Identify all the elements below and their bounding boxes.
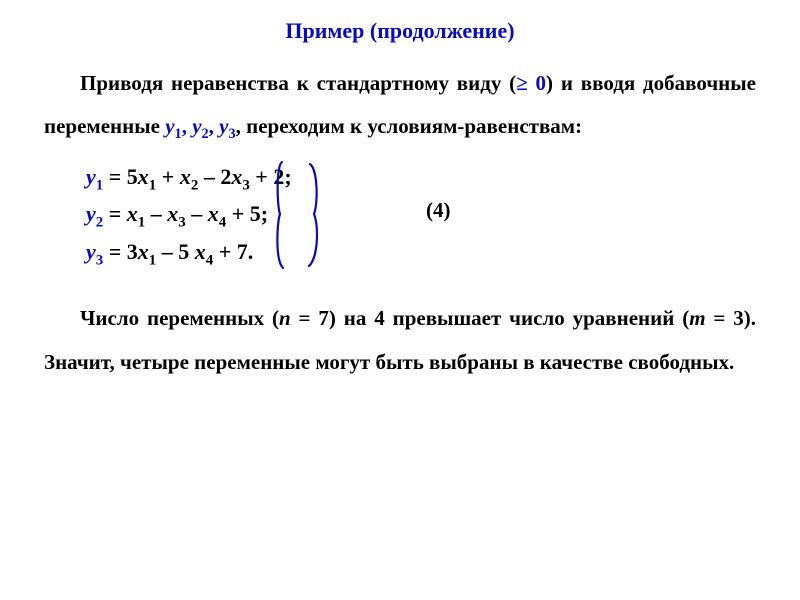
- rhs-part: + 2;: [250, 164, 292, 189]
- slide-title: Пример (продолжение): [44, 18, 756, 44]
- slide: Пример (продолжение) Приводя неравенства…: [0, 0, 800, 600]
- p1-y2: y: [192, 114, 201, 138]
- p1-y3s: 3: [228, 126, 235, 142]
- equation-line: y1 = 5x1 + x2 – 2x3 + 2;: [86, 160, 756, 198]
- rhs-part: –: [186, 201, 208, 226]
- rhs-part: = 3: [103, 239, 138, 264]
- rhs-part: x: [138, 239, 149, 264]
- p2-t2: ) на 4 превышает число уравнений (: [329, 306, 689, 330]
- p1-y1: y: [165, 114, 174, 138]
- p2-eq1: = 7: [291, 306, 329, 330]
- p1-y1s: 1: [175, 126, 182, 142]
- rhs-part: + 7.: [213, 239, 253, 264]
- lhs-var: y: [86, 239, 96, 264]
- rhs-part: x: [208, 201, 219, 226]
- rhs-part: – 2: [198, 164, 231, 189]
- rhs-part: = 5: [103, 164, 138, 189]
- rhs-part: x: [180, 164, 191, 189]
- p1-y2s: 2: [202, 126, 209, 142]
- rhs-part: x: [138, 164, 149, 189]
- p2-m: m: [689, 306, 705, 330]
- equations-block: y1 = 5x1 + x2 – 2x3 + 2;y2 = x1 – x3 – x…: [86, 160, 756, 273]
- equation-lines: y1 = 5x1 + x2 – 2x3 + 2;y2 = x1 – x3 – x…: [86, 160, 756, 273]
- rhs-part: –: [145, 201, 167, 226]
- rhs-part: x: [195, 239, 206, 264]
- p1-c1: ,: [182, 114, 193, 138]
- equation-label: (4): [426, 194, 451, 227]
- rhs-part: – 5: [156, 239, 195, 264]
- rhs-part: =: [103, 201, 127, 226]
- rhs-part: +: [156, 164, 180, 189]
- rhs-part: x: [127, 201, 138, 226]
- rhs-part: x: [167, 201, 178, 226]
- p1-c2: ,: [209, 114, 220, 138]
- p2-t1: Число переменных (: [80, 306, 279, 330]
- paragraph-2: Число переменных (n = 7) на 4 превышает …: [44, 296, 756, 384]
- rhs-part: 3: [178, 214, 185, 230]
- paragraph-1: Приводя неравенства к стандартному виду …: [44, 62, 756, 150]
- rhs-part: 3: [242, 177, 249, 193]
- p2-n: n: [279, 306, 291, 330]
- lhs-var: y: [86, 201, 96, 226]
- p1-t3: , переходим к условиям-равенствам:: [236, 114, 582, 138]
- p2-eq2: = 3: [706, 306, 744, 330]
- rhs-part: + 5;: [226, 201, 268, 226]
- p1-ge: ≥ 0: [516, 71, 546, 95]
- rhs-part: x: [231, 164, 242, 189]
- equation-line: y3 = 3x1 – 5 x4 + 7.: [86, 235, 756, 273]
- lhs-var: y: [86, 164, 96, 189]
- equation-line: y2 = x1 – x3 – x4 + 5;: [86, 197, 756, 235]
- p1-t1: Приводя неравенства к стандартному виду …: [80, 71, 516, 95]
